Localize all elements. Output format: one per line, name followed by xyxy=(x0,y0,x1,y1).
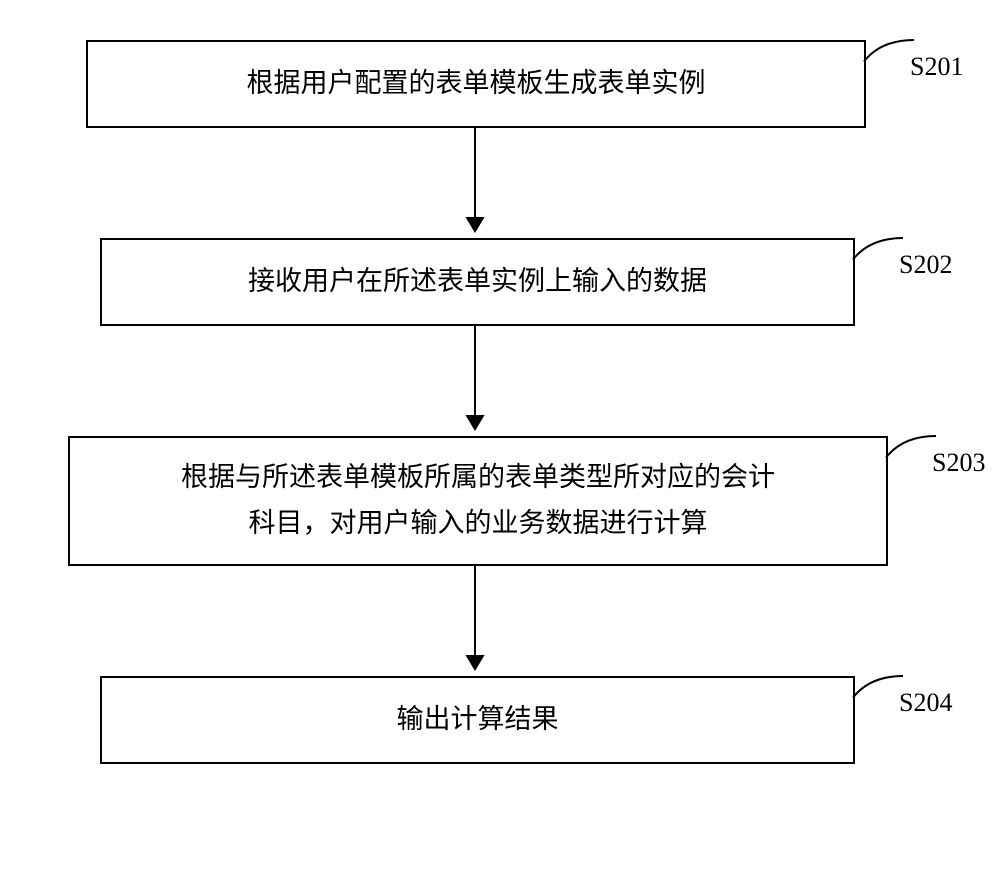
step-text: 接收用户在所述表单实例上输入的数据 xyxy=(248,259,707,305)
step-S203: 根据与所述表单模板所属的表单类型所对应的会计科目，对用户输入的业务数据进行计算 … xyxy=(60,436,940,566)
step-text: 根据与所述表单模板所属的表单类型所对应的会计科目，对用户输入的业务数据进行计算 xyxy=(181,455,775,547)
step-box-S201: 根据用户配置的表单模板生成表单实例 xyxy=(86,40,866,128)
step-box-S203: 根据与所述表单模板所属的表单类型所对应的会计科目，对用户输入的业务数据进行计算 xyxy=(68,436,888,566)
step-label-S203: S203 xyxy=(932,448,985,478)
step-S204: 输出计算结果 S204 xyxy=(60,676,940,764)
flowchart-diagram: 根据用户配置的表单模板生成表单实例 S201 接收用户在所述表单实例上输入的数据… xyxy=(60,40,940,764)
step-label-S201: S201 xyxy=(910,52,963,82)
step-box-S202: 接收用户在所述表单实例上输入的数据 xyxy=(100,238,855,326)
step-S201: 根据用户配置的表单模板生成表单实例 S201 xyxy=(60,40,940,128)
step-label-S204: S204 xyxy=(899,688,952,718)
step-box-S204: 输出计算结果 xyxy=(100,676,855,764)
step-text: 根据用户配置的表单模板生成表单实例 xyxy=(247,61,706,107)
step-S202: 接收用户在所述表单实例上输入的数据 S202 xyxy=(60,238,940,326)
step-label-S202: S202 xyxy=(899,250,952,280)
step-text: 输出计算结果 xyxy=(397,697,559,743)
